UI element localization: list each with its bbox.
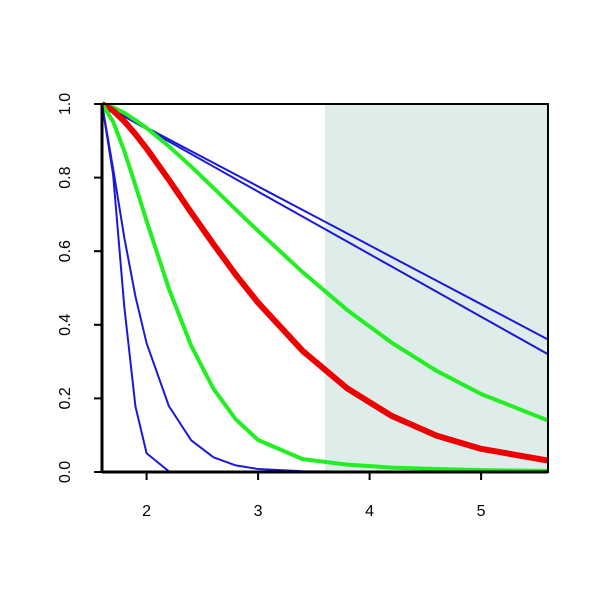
shaded-region [325,104,548,472]
y-tick-label: 1.0 [57,93,74,115]
y-tick-label: 0.0 [57,461,74,483]
line [101,102,549,423]
y-tick-label: 0.2 [57,387,74,409]
line [100,101,549,464]
line [100,102,549,473]
x-tick-label: 4 [365,503,374,520]
line [101,103,549,356]
x-tick-label: 2 [142,503,151,520]
y-tick-label: 0.8 [57,166,74,188]
y-tick-label: 0.6 [57,240,74,262]
x-tick-label: 3 [254,503,263,520]
x-tick-label: 5 [477,503,486,520]
y-tick-label: 0.4 [57,314,74,336]
